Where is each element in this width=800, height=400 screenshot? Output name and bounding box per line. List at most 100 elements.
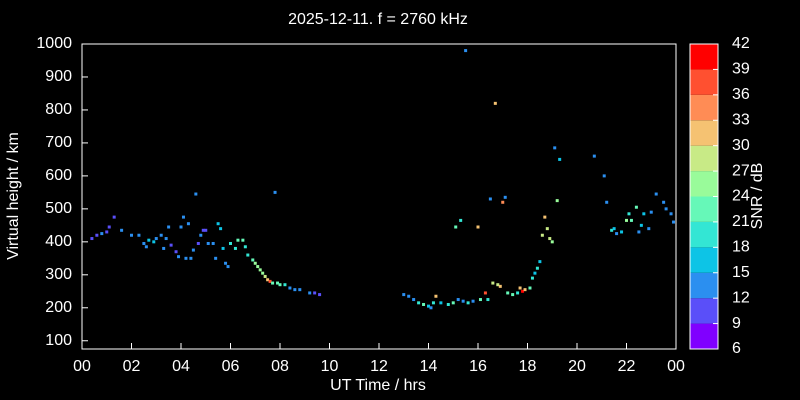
data-point (431, 301, 435, 305)
data-point (169, 243, 173, 247)
data-point (241, 238, 245, 242)
data-point (528, 286, 532, 290)
y-tick-label: 500 (45, 200, 72, 217)
colorbar-label: SNR / dB (749, 163, 766, 230)
data-point (184, 256, 188, 260)
data-point (298, 288, 302, 292)
data-point (612, 227, 616, 231)
data-point (506, 291, 510, 295)
data-point (649, 210, 653, 214)
data-point (226, 265, 230, 269)
data-point (478, 298, 482, 302)
colorbar-swatch (690, 120, 718, 146)
colorbar-swatch (690, 221, 718, 248)
data-point (466, 301, 470, 305)
data-point (308, 291, 312, 295)
data-point (263, 274, 267, 278)
data-point (293, 288, 297, 292)
data-point (313, 291, 317, 295)
x-tick-label: 04 (172, 358, 190, 375)
data-point (615, 232, 619, 236)
data-point (464, 49, 468, 53)
data-point (483, 291, 487, 295)
colorbar-tick-label: 9 (732, 315, 741, 332)
colorbar-swatch (690, 94, 718, 121)
y-tick-label: 700 (45, 134, 72, 151)
colorbar-swatch (690, 196, 718, 222)
data-point (407, 294, 411, 298)
plot-frame (81, 43, 677, 350)
data-point (461, 299, 465, 303)
data-point (605, 200, 609, 204)
data-point (538, 260, 542, 264)
data-point (179, 225, 183, 229)
data-point (144, 245, 148, 249)
data-point (439, 301, 443, 305)
data-point (204, 228, 208, 232)
data-point (224, 261, 228, 265)
data-point (206, 241, 210, 245)
data-point (229, 241, 232, 245)
colorbar-swatch (690, 44, 718, 70)
x-tick-label: 12 (370, 358, 388, 375)
colorbar-tick-label: 15 (732, 264, 750, 281)
colorbar-tick-label: 42 (732, 35, 750, 52)
data-point (271, 281, 275, 285)
y-tick-label: 900 (45, 68, 72, 85)
data-point (243, 245, 247, 249)
colorbar-tick-label: 33 (732, 111, 750, 128)
data-point (112, 215, 116, 219)
data-point (545, 227, 549, 231)
x-tick-label: 06 (222, 358, 240, 375)
data-point (446, 302, 450, 306)
data-point (553, 146, 557, 150)
data-point (130, 233, 133, 237)
data-point (266, 278, 270, 282)
data-point (555, 199, 559, 203)
data-point (498, 284, 502, 288)
data-point (137, 233, 141, 237)
data-point (511, 293, 515, 297)
y-tick-label: 200 (45, 299, 72, 316)
data-point (268, 279, 272, 283)
data-point (95, 233, 99, 237)
data-point (221, 246, 225, 250)
x-tick-label: 08 (271, 358, 289, 375)
data-point (476, 225, 480, 229)
x-axis-label: UT Time / hrs (330, 377, 426, 394)
data-point (236, 238, 240, 242)
data-point (258, 268, 262, 272)
data-point (164, 237, 168, 241)
data-point (273, 190, 277, 194)
colorbar-tick-label: 6 (732, 340, 741, 357)
data-point (550, 240, 554, 244)
data-point (647, 227, 651, 231)
data-point (253, 261, 257, 265)
data-point (637, 230, 641, 234)
data-point (107, 225, 111, 229)
data-point (402, 293, 406, 297)
data-point (535, 266, 539, 270)
y-tick-label: 1000 (36, 35, 72, 52)
data-point (159, 233, 163, 237)
data-point (162, 246, 166, 250)
colorbar-tick-label: 12 (732, 289, 750, 306)
data-point (147, 238, 151, 242)
data-point (523, 288, 527, 292)
colorbar-tick-label: 21 (732, 213, 750, 230)
colorbar-tick-label: 39 (732, 61, 750, 78)
chart-title: 2025-12-11. f = 2760 kHz (288, 11, 468, 28)
colorbar-swatch (690, 69, 718, 95)
data-point (196, 241, 200, 245)
data-point (627, 212, 631, 216)
data-point (412, 298, 416, 302)
data-point (219, 227, 223, 231)
data-point (501, 200, 505, 204)
data-point (194, 192, 198, 196)
data-point (493, 101, 497, 105)
data-point (181, 215, 185, 219)
y-tick-label: 600 (45, 167, 72, 184)
x-tick-label: 00 (73, 358, 91, 375)
y-tick-label: 400 (45, 233, 72, 250)
data-point (191, 248, 195, 252)
